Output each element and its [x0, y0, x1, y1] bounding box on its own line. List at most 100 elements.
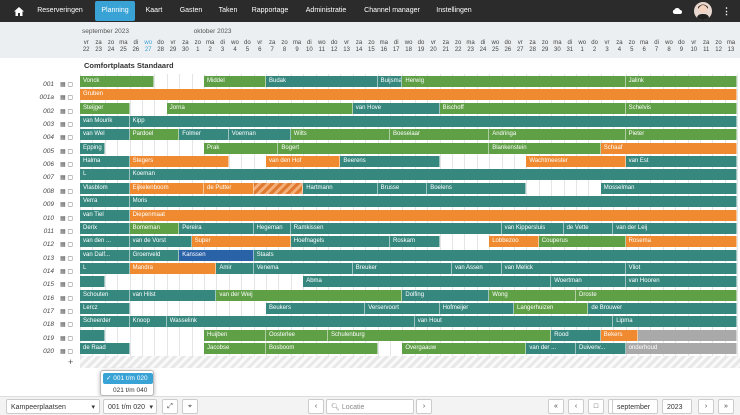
year-select[interactable]: 2023 [662, 399, 692, 414]
day-header[interactable]: za 4 [613, 40, 625, 54]
booking-bar[interactable]: van der ... [526, 343, 576, 354]
day-header[interactable]: ma 16 [378, 40, 390, 54]
day-header[interactable]: za 7 [266, 40, 278, 54]
booking-bar[interactable]: Jacobse [204, 343, 266, 354]
booking-bar[interactable]: Epping [80, 142, 105, 154]
nav-item-rapportage[interactable]: Rapportage [251, 7, 289, 14]
booking-bar[interactable]: Super [191, 236, 291, 248]
booking-bar[interactable] [80, 276, 105, 288]
day-header[interactable]: do 5 [241, 40, 253, 54]
booking-bar[interactable]: Gruben [80, 89, 738, 101]
booking-bar[interactable]: Diepenmaat [129, 209, 738, 221]
booking-bar[interactable]: Schouten [80, 289, 130, 301]
booking-bar[interactable]: van Est [625, 156, 738, 168]
booking-bar[interactable]: Brusse [377, 182, 428, 194]
row-action-icons[interactable]: ▦ ▢ [60, 148, 74, 155]
nav-item-gasten[interactable]: Gasten [179, 7, 203, 14]
row-action-icons[interactable]: ▦ ▢ [60, 95, 74, 102]
booking-bar[interactable]: Hartmann [303, 182, 378, 194]
day-header[interactable]: do 19 [415, 40, 427, 54]
day-header[interactable]: wo 25 [489, 40, 501, 54]
day-header[interactable]: zo 8 [278, 40, 290, 54]
day-header[interactable]: di 10 [303, 40, 315, 54]
next-month-icon[interactable]: › [698, 399, 714, 414]
day-header[interactable]: ma 9 [291, 40, 303, 54]
booking-bar[interactable]: van Kippersluis [501, 222, 564, 234]
day-header[interactable]: ma 2 [204, 40, 216, 54]
booking-bar[interactable]: Voerman [228, 129, 291, 141]
booking-bar[interactable]: Herwig [402, 76, 626, 87]
day-header[interactable]: ma 6 [638, 40, 650, 54]
month-select[interactable]: september [612, 399, 658, 414]
day-header[interactable]: vr 10 [688, 40, 700, 54]
row-action-icons[interactable]: ▦ ▢ [60, 108, 74, 115]
day-header[interactable]: za 14 [353, 40, 365, 54]
nav-item-kaart[interactable]: Kaart [145, 7, 163, 14]
booking-bar[interactable]: Huijben [204, 329, 266, 341]
row-action-icons[interactable]: ▦ ▢ [60, 215, 74, 222]
booking-bar[interactable]: Lipma [613, 316, 738, 328]
booking-bar[interactable]: Steijger [80, 102, 130, 114]
prev-icon[interactable]: ‹ [308, 399, 324, 414]
booking-bar[interactable]: Dolfing [402, 289, 490, 301]
nav-item-channel-manager[interactable]: Channel manager [364, 7, 420, 14]
booking-bar[interactable]: Buijsman [377, 76, 403, 87]
booking-bar[interactable]: van Hooren [625, 276, 738, 288]
booking-bar[interactable]: de Putter [204, 182, 254, 194]
day-header[interactable]: za 11 [700, 40, 712, 54]
booking-bar[interactable]: Middel [204, 76, 266, 87]
booking-bar[interactable]: Couperus [538, 236, 626, 248]
row-action-icons[interactable]: ▦ ▢ [60, 335, 74, 342]
day-header[interactable]: vr 6 [254, 40, 266, 54]
prev-page-icon[interactable]: ‹ [568, 399, 584, 414]
day-header[interactable]: wo 18 [402, 40, 414, 54]
day-header[interactable]: di 3 [216, 40, 228, 54]
booking-bar[interactable]: van Mourik [80, 116, 130, 128]
booking-bar[interactable]: Woertman [551, 276, 626, 288]
locate-icon[interactable]: ⌖ [182, 399, 198, 414]
row-action-icons[interactable]: ▦ ▢ [60, 135, 74, 142]
expand-icon[interactable]: ⤢ [162, 399, 178, 414]
day-header[interactable]: wo 1 [576, 40, 588, 54]
today-icon[interactable]: □ [588, 399, 604, 414]
day-header[interactable]: ma 23 [464, 40, 476, 54]
row-action-icons[interactable]: ▦ ▢ [60, 122, 74, 129]
booking-bar[interactable]: Kanssen [179, 249, 254, 261]
booking-bar[interactable]: Beukers [266, 302, 366, 314]
row-action-icons[interactable]: ▦ ▢ [60, 308, 74, 315]
row-action-icons[interactable]: ▦ ▢ [60, 322, 74, 329]
booking-bar[interactable] [253, 182, 304, 194]
booking-bar[interactable]: Budak [266, 76, 378, 87]
row-action-icons[interactable]: ▦ ▢ [60, 82, 74, 88]
booking-bar[interactable]: Staats [253, 249, 738, 261]
row-action-icons[interactable]: ▦ ▢ [60, 349, 74, 355]
day-header[interactable]: di 26 [130, 40, 142, 54]
booking-bar[interactable]: Prak [204, 142, 279, 154]
booking-bar[interactable]: Droste [576, 289, 738, 301]
booking-bar[interactable]: de Brouwer [588, 302, 738, 314]
day-header[interactable]: do 28 [154, 40, 166, 54]
row-action-icons[interactable]: ▦ ▢ [60, 228, 74, 235]
day-header[interactable]: vr 13 [340, 40, 352, 54]
area-select[interactable]: Kampeerplaatsen ▾ [6, 399, 100, 414]
day-header[interactable]: za 23 [92, 40, 104, 54]
booking-bar[interactable]: Beerens [340, 156, 440, 168]
row-action-icons[interactable]: ▦ ▢ [60, 268, 74, 275]
booking-bar[interactable]: Langerhuizen [514, 302, 589, 314]
day-header[interactable]: wo 11 [316, 40, 328, 54]
booking-bar[interactable]: van der Weij [216, 289, 403, 301]
booking-bar[interactable]: Boeseiaar [390, 129, 490, 141]
booking-bar[interactable]: Breuker [352, 262, 452, 274]
day-header[interactable]: do 2 [588, 40, 600, 54]
booking-bar[interactable]: Abma [303, 276, 552, 288]
first-page-icon[interactable]: « [548, 399, 564, 414]
booking-bar[interactable]: van Wel [80, 129, 130, 141]
day-header[interactable]: vr 27 [514, 40, 526, 54]
booking-bar[interactable]: Pereira [179, 222, 254, 234]
booking-bar[interactable]: Bogert [278, 142, 490, 154]
booking-bar[interactable]: Hegeman [253, 222, 291, 234]
booking-bar[interactable]: Overgaauw [402, 343, 527, 354]
last-page-icon[interactable]: » [718, 399, 734, 414]
booking-bar[interactable]: Vonck [80, 76, 155, 87]
booking-bar[interactable]: Knoop [129, 316, 167, 328]
